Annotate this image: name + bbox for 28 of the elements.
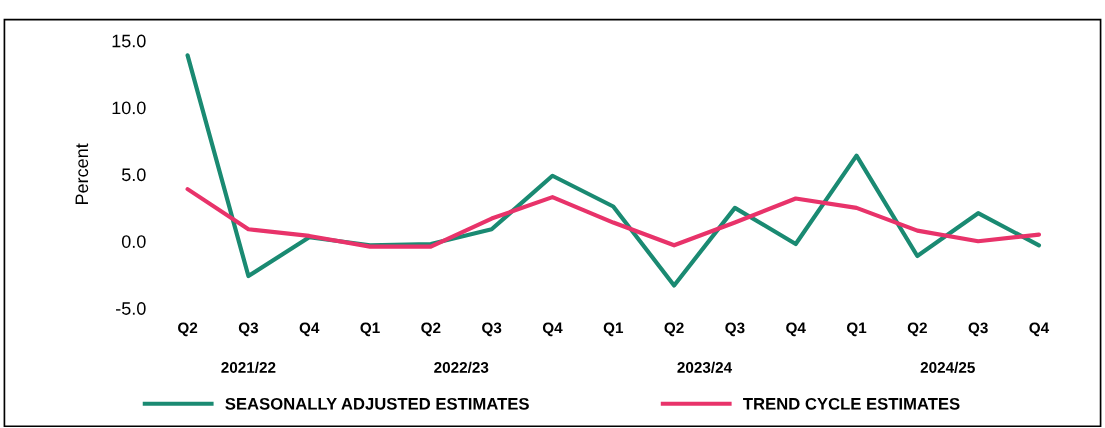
x-tick-label: Q4 <box>786 322 806 337</box>
x-tick-label: Q3 <box>725 322 745 337</box>
y-tick-label: 0.0 <box>121 235 146 249</box>
x-tick-label: Q3 <box>238 322 259 337</box>
y-tick-label: -5.0 <box>116 302 146 315</box>
y-tick-label: 5.0 <box>121 168 146 182</box>
x-tick-label: Q1 <box>846 322 867 337</box>
text: 2022/23 <box>434 361 489 374</box>
x-tick-label: Q4 <box>542 322 563 337</box>
x-tick-label: Q3 <box>968 322 988 337</box>
y-tick-label: 10.0 <box>112 101 146 115</box>
x-tick-label: Q2 <box>664 322 684 337</box>
x-tick-label: Q2 <box>178 322 198 337</box>
x-tick-label: Q4 <box>299 322 320 337</box>
x-tick-label: Q1 <box>603 322 624 337</box>
x-tick-label: Q3 <box>482 322 502 337</box>
x-tick-label: Q4 <box>1029 322 1050 337</box>
x-tick-label: Q1 <box>360 322 380 337</box>
text: 2023/24 <box>677 361 733 374</box>
y-tick-label: 15.0 <box>112 34 146 48</box>
y-axis-title: Percent <box>75 143 89 205</box>
text: 2024/25 <box>920 361 975 374</box>
legend-label: SEASONALLY ADJUSTED ESTIMATES <box>225 397 529 410</box>
legend-label: TREND CYCLE ESTIMATES <box>743 397 960 410</box>
line-series <box>185 187 1042 249</box>
text: 2021/22 <box>221 361 276 374</box>
x-tick-label: Q2 <box>421 322 441 337</box>
x-tick-label: Q2 <box>907 322 927 337</box>
